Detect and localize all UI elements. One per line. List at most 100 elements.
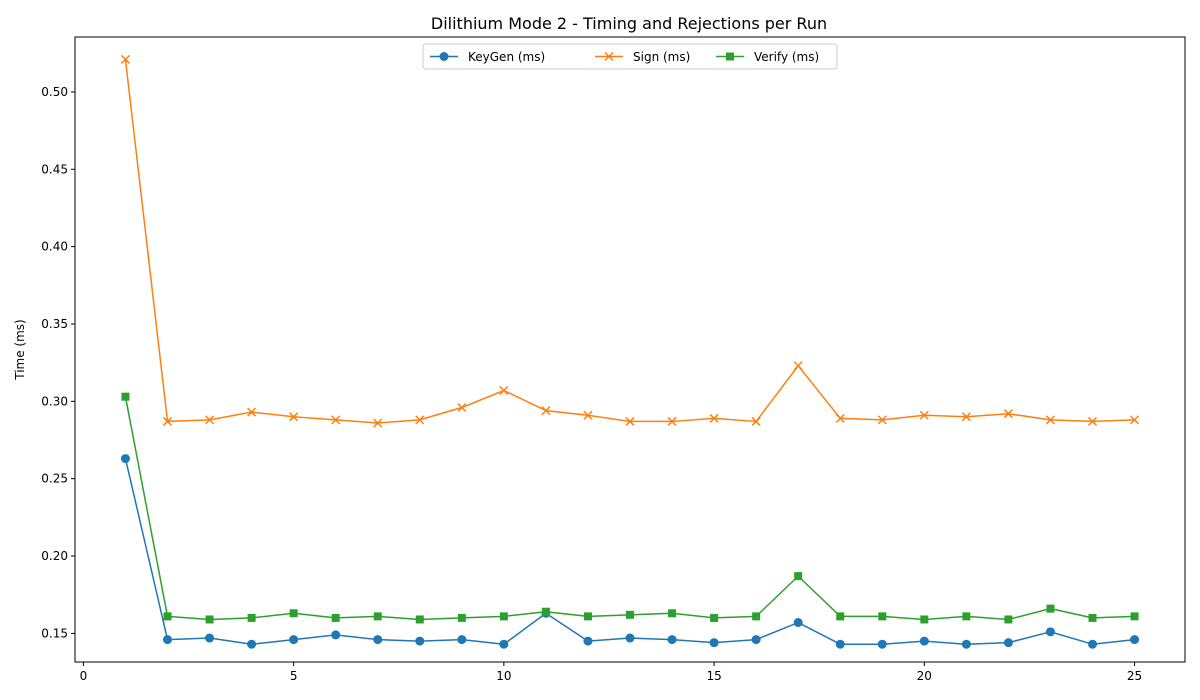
series-keygen	[120, 454, 1140, 649]
data-point-verify	[668, 609, 677, 618]
data-point-keygen	[709, 638, 719, 648]
series-line-verify	[124, 396, 1135, 621]
x-tick-label: 15	[706, 669, 721, 683]
data-point-verify	[205, 615, 214, 624]
data-point-sign	[793, 361, 803, 371]
data-point-sign	[499, 385, 509, 396]
data-point-verify	[541, 607, 550, 616]
data-point-sign	[961, 412, 971, 422]
data-point-keygen	[373, 635, 383, 645]
data-point-sign	[1087, 416, 1098, 426]
data-point-verify	[920, 615, 929, 624]
data-point-sign	[835, 413, 845, 423]
data-point-sign	[751, 416, 761, 426]
y-axis-label: Time (ms)	[13, 319, 27, 381]
data-point-keygen	[499, 639, 509, 649]
data-point-sign	[289, 412, 299, 422]
series-verify	[121, 392, 1139, 624]
x-tick-label: 10	[496, 669, 511, 683]
x-tick-label: 0	[80, 669, 88, 683]
data-point-sign	[667, 416, 677, 426]
data-point-verify	[794, 572, 803, 581]
data-point-verify	[710, 613, 719, 622]
x-tick-label: 25	[1127, 669, 1142, 683]
data-point-sign	[583, 410, 593, 420]
plot-area	[120, 54, 1140, 649]
data-point-keygen	[793, 618, 803, 628]
data-point-verify	[1004, 615, 1013, 624]
data-point-keygen	[583, 636, 593, 646]
data-point-sign	[1045, 415, 1055, 425]
data-point-verify	[499, 612, 508, 621]
data-point-keygen	[289, 635, 299, 645]
data-point-sign	[625, 416, 635, 426]
data-point-verify	[1046, 604, 1055, 613]
data-point-verify	[331, 613, 340, 622]
data-point-verify	[163, 612, 172, 621]
x-tick-label: 20	[917, 669, 932, 683]
data-point-keygen	[1130, 635, 1140, 645]
data-point-keygen	[1088, 639, 1097, 649]
data-point-keygen	[625, 633, 635, 643]
data-point-verify	[373, 612, 382, 621]
y-tick-label: 0.30	[41, 394, 68, 408]
plot-frame	[74, 36, 1186, 663]
data-point-verify	[626, 610, 634, 619]
data-point-verify	[415, 615, 424, 624]
data-point-sign	[331, 415, 341, 425]
data-point-keygen	[120, 454, 130, 464]
legend-label: KeyGen (ms)	[468, 50, 545, 64]
data-point-verify	[583, 612, 592, 621]
data-point-verify	[878, 612, 887, 621]
data-point-sign	[709, 413, 719, 423]
data-point-keygen	[835, 639, 845, 649]
legend-marker	[604, 51, 614, 62]
x-tick-label: 5	[290, 669, 298, 683]
data-point-keygen	[877, 639, 887, 649]
data-point-keygen	[457, 635, 467, 645]
y-tick-label: 0.25	[41, 472, 68, 486]
y-axis: 0.15 0.20 0.25 0.30 0.35 0.40 0.45 0.50	[41, 85, 75, 640]
data-point-keygen	[415, 636, 425, 646]
data-point-sign	[415, 415, 425, 425]
data-point-verify	[247, 613, 256, 622]
data-point-keygen	[961, 639, 971, 649]
data-point-sign	[1130, 415, 1140, 425]
data-point-keygen	[247, 639, 257, 649]
legend-item-keygen: KeyGen (ms)	[430, 50, 545, 64]
legend-item-verify: Verify (ms)	[716, 50, 819, 64]
y-tick-label: 0.20	[41, 549, 68, 563]
legend-item-sign: Sign (ms)	[595, 50, 690, 64]
data-point-sign	[877, 415, 887, 425]
data-point-verify	[457, 613, 466, 622]
data-point-sign	[373, 418, 383, 428]
y-tick-label: 0.40	[41, 240, 68, 254]
data-point-sign	[120, 54, 130, 64]
series-sign	[120, 54, 1140, 428]
legend-box	[422, 43, 838, 70]
data-point-keygen	[205, 633, 215, 643]
legend: KeyGen (ms) Sign (ms) Verify (ms)	[422, 43, 838, 70]
data-point-verify	[289, 609, 298, 618]
data-point-keygen	[667, 635, 677, 645]
x-axis: 0 5 10 15 20 25	[80, 662, 1142, 683]
data-point-keygen	[751, 635, 761, 645]
y-tick-label: 0.45	[41, 162, 68, 176]
data-point-sign	[457, 402, 467, 413]
legend-marker	[439, 52, 449, 61]
legend-label: Verify (ms)	[754, 50, 819, 64]
data-point-keygen	[331, 630, 341, 640]
data-point-keygen	[1045, 627, 1055, 637]
data-point-sign	[1003, 409, 1013, 419]
chart-title: Dilithium Mode 2 - Timing and Rejections…	[431, 14, 827, 33]
y-tick-label: 0.35	[41, 317, 68, 331]
data-point-verify	[836, 612, 845, 621]
data-point-verify	[752, 612, 761, 621]
data-point-keygen	[919, 636, 929, 646]
data-point-sign	[162, 416, 173, 426]
data-point-verify	[121, 392, 130, 401]
data-point-verify	[1088, 613, 1097, 622]
legend-marker	[726, 52, 734, 61]
y-tick-label: 0.50	[41, 85, 68, 99]
